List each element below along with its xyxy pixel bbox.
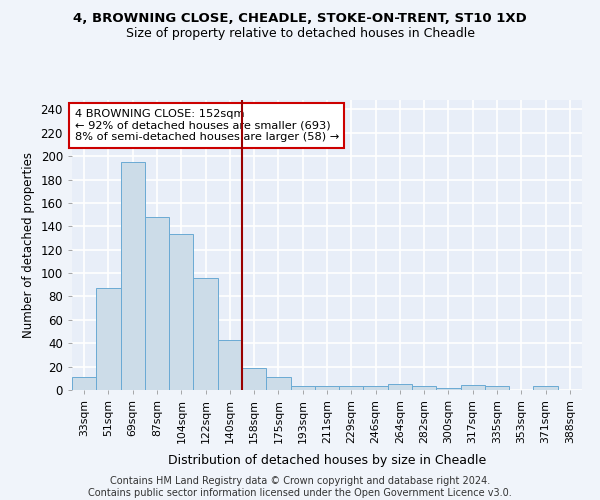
Bar [193, 278, 218, 390]
Text: 4 BROWNING CLOSE: 152sqm
← 92% of detached houses are smaller (693)
8% of semi-d: 4 BROWNING CLOSE: 152sqm ← 92% of detach… [74, 108, 339, 142]
Text: 4, BROWNING CLOSE, CHEADLE, STOKE-ON-TRENT, ST10 1XD: 4, BROWNING CLOSE, CHEADLE, STOKE-ON-TRE… [73, 12, 527, 26]
Bar [242, 368, 266, 390]
Text: Contains HM Land Registry data © Crown copyright and database right 2024.
Contai: Contains HM Land Registry data © Crown c… [88, 476, 512, 498]
Bar [72, 377, 96, 390]
Bar [461, 386, 485, 390]
Y-axis label: Number of detached properties: Number of detached properties [22, 152, 35, 338]
Bar [121, 162, 145, 390]
Text: Size of property relative to detached houses in Cheadle: Size of property relative to detached ho… [125, 28, 475, 40]
Bar [533, 386, 558, 390]
Bar [388, 384, 412, 390]
Bar [315, 386, 339, 390]
Bar [96, 288, 121, 390]
Bar [364, 386, 388, 390]
Bar [169, 234, 193, 390]
Bar [266, 377, 290, 390]
Bar [412, 386, 436, 390]
Bar [339, 386, 364, 390]
Bar [218, 340, 242, 390]
Bar [145, 217, 169, 390]
Bar [485, 386, 509, 390]
Bar [290, 386, 315, 390]
Bar [436, 388, 461, 390]
X-axis label: Distribution of detached houses by size in Cheadle: Distribution of detached houses by size … [168, 454, 486, 468]
